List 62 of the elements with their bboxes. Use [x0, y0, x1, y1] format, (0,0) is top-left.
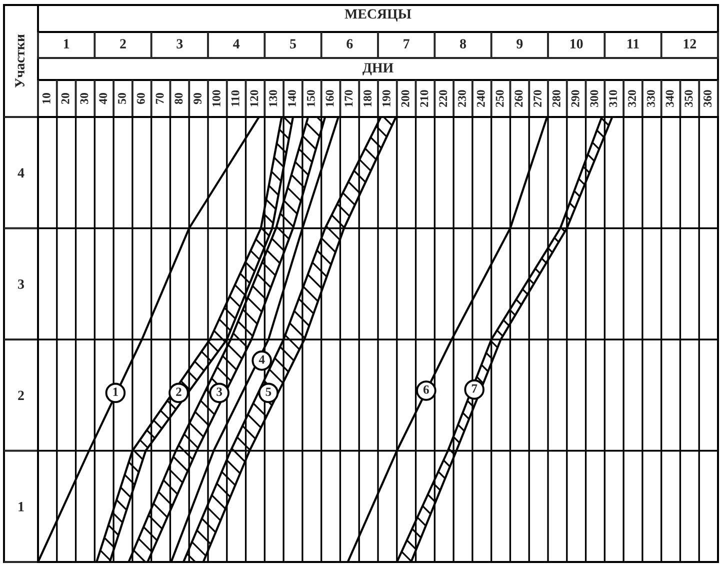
y-tick-label: 1: [18, 502, 24, 512]
x-tick-label: 30: [80, 93, 88, 104]
y-tick-label: 3: [18, 279, 24, 289]
x-tick-label: 280: [552, 90, 560, 107]
x2-tick-label: 3: [176, 39, 183, 48]
x-tick-label: 20: [61, 93, 70, 104]
x-tick-label: 250: [496, 90, 504, 107]
annotation: 1: [113, 388, 118, 396]
x-tick-label: 70: [156, 93, 164, 104]
x-tick-label: 60: [136, 93, 145, 104]
annotation: 5: [266, 388, 272, 396]
x-tick-label: 170: [344, 90, 353, 106]
x2-tick-label: 4: [233, 39, 240, 48]
x-tick-label: 120: [250, 90, 258, 106]
y-axis-title: Участки: [15, 34, 24, 88]
x-tick-label: 140: [288, 90, 296, 106]
x-tick-label: 310: [609, 90, 618, 107]
x2-tick-label: 5: [290, 39, 296, 48]
x2-tick-label: 6: [346, 39, 353, 48]
x2-tick-label: 1: [64, 39, 70, 48]
x-tick-label: 300: [590, 90, 598, 107]
x-tick-label: 350: [684, 90, 693, 107]
x-tick-label: 220: [439, 90, 448, 107]
x-tick-label: 360: [704, 90, 712, 107]
x2-tick-label: 2: [120, 39, 126, 48]
annotation: 4: [258, 355, 265, 364]
x-tick-label: 40: [99, 93, 108, 104]
x-tick-label: 320: [628, 90, 636, 107]
x-tick-label: 270: [534, 90, 542, 107]
annotation: 2: [176, 388, 182, 396]
x2-tick-label: 12: [684, 39, 696, 48]
x2-tick-label: 10: [570, 39, 583, 48]
x-tick-label: 210: [420, 90, 428, 107]
x-tick-label: 340: [666, 90, 674, 107]
x-tick-label: 90: [194, 93, 202, 104]
x-tick-label: 260: [514, 90, 523, 107]
x2-tick-label: 11: [628, 39, 639, 48]
annotation: 6: [423, 385, 429, 394]
x-tick-label: 190: [382, 90, 390, 106]
x-tick-label: 180: [364, 90, 372, 106]
annotation: 7: [472, 384, 478, 393]
x-tick-label: 50: [118, 93, 126, 104]
x-tick-label: 150: [306, 90, 315, 106]
annotation: 3: [216, 388, 222, 396]
x-tick-label: 230: [458, 90, 466, 107]
x2-tick-label: 9: [516, 39, 523, 48]
x2-axis-title: МЕСЯЦЫ: [344, 9, 412, 22]
x-axis-title: ДНИ: [362, 63, 394, 76]
y-tick-label: 4: [18, 168, 24, 178]
x-tick-label: 200: [401, 90, 410, 107]
y-tick-label: 2: [18, 390, 24, 400]
x-tick-label: 10: [42, 93, 50, 104]
x-tick-label: 240: [476, 90, 485, 107]
x-tick-label: 100: [212, 90, 220, 106]
x-tick-label: 110: [231, 90, 240, 106]
x-tick-label: 160: [326, 90, 334, 106]
x-tick-label: 330: [646, 90, 655, 107]
x-tick-label: 130: [269, 90, 278, 106]
x-tick-label: 290: [571, 90, 580, 107]
x-tick-label: 80: [174, 93, 183, 104]
x2-tick-label: 8: [460, 39, 466, 48]
x2-tick-label: 7: [404, 39, 410, 48]
